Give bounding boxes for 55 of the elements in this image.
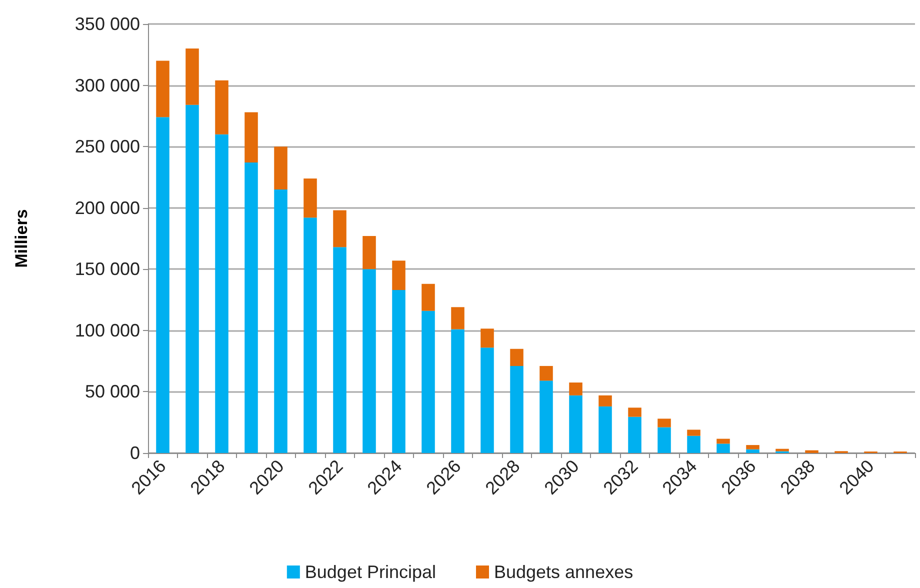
bar xyxy=(658,418,671,428)
y-axis-title: Milliers xyxy=(12,209,31,268)
y-tick-label: 100 000 xyxy=(74,320,140,340)
bar xyxy=(776,448,789,452)
bar xyxy=(716,444,730,453)
bar xyxy=(333,247,346,453)
bar xyxy=(274,189,288,453)
bar xyxy=(333,210,346,248)
bar xyxy=(215,134,228,453)
bar xyxy=(746,449,760,453)
bar xyxy=(805,450,818,453)
bar xyxy=(215,80,228,134)
bar xyxy=(510,348,524,366)
legend-label: Budgets annexes xyxy=(494,562,634,582)
bar xyxy=(569,395,582,453)
bar xyxy=(569,382,582,396)
y-tick-label: 50 000 xyxy=(84,382,140,402)
bar xyxy=(658,427,671,453)
bar xyxy=(362,236,376,270)
bar xyxy=(244,162,258,453)
bar xyxy=(510,366,524,453)
bar xyxy=(598,406,612,453)
bar xyxy=(422,284,435,311)
bar xyxy=(362,269,376,453)
bar xyxy=(244,112,258,163)
bar xyxy=(451,329,464,453)
bar xyxy=(687,436,700,453)
bar xyxy=(628,416,642,453)
bar xyxy=(716,438,730,444)
bar xyxy=(392,260,406,290)
y-tick-label: 200 000 xyxy=(74,198,140,218)
bar xyxy=(540,366,553,381)
bar xyxy=(480,348,494,453)
bar xyxy=(304,218,317,453)
bar xyxy=(451,307,464,330)
bar xyxy=(156,60,170,118)
y-tick-label: 350 000 xyxy=(74,14,140,34)
legend-label: Budget Principal xyxy=(304,562,436,582)
bar xyxy=(480,328,494,348)
bar xyxy=(598,395,612,406)
bar xyxy=(156,117,170,453)
y-tick-label: 300 000 xyxy=(74,75,140,96)
bar xyxy=(422,310,435,453)
y-tick-label: 0 xyxy=(130,443,140,463)
y-tick-label: 250 000 xyxy=(74,136,140,157)
bar xyxy=(392,290,406,453)
bar xyxy=(274,146,288,190)
bar xyxy=(540,380,553,453)
bar xyxy=(746,445,760,450)
bar xyxy=(186,48,199,105)
bar xyxy=(628,408,642,417)
y-tick-label: 150 000 xyxy=(74,259,140,280)
bar xyxy=(304,178,317,218)
bar xyxy=(186,104,199,453)
bar xyxy=(687,430,700,436)
